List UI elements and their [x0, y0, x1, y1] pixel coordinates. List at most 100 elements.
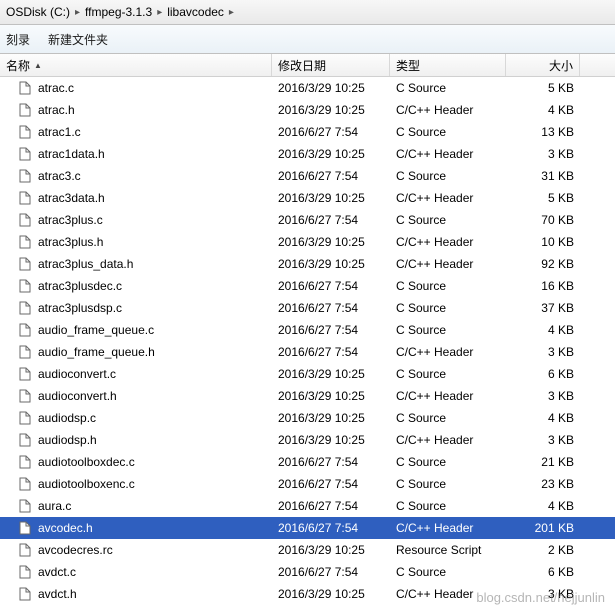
cell-type: C Source — [390, 363, 506, 385]
cell-date: 2016/3/29 10:25 — [272, 231, 390, 253]
table-row[interactable]: avdct.h2016/3/29 10:25C/C++ Header3 KB — [0, 583, 615, 605]
table-row[interactable]: audiodsp.c2016/3/29 10:25C Source4 KB — [0, 407, 615, 429]
file-list[interactable]: atrac.c2016/3/29 10:25C Source5 KB atrac… — [0, 77, 615, 611]
cell-name[interactable]: atrac3plusdec.c — [0, 275, 272, 297]
header-type-label: 类型 — [396, 57, 420, 74]
cell-name[interactable]: atrac.h — [0, 99, 272, 121]
file-name: audiotoolboxenc.c — [38, 477, 135, 491]
cell-date: 2016/6/27 7:54 — [272, 121, 390, 143]
cell-date: 2016/3/29 10:25 — [272, 99, 390, 121]
header-size-label: 大小 — [549, 57, 573, 74]
table-row[interactable]: atrac.h2016/3/29 10:25C/C++ Header4 KB — [0, 99, 615, 121]
cell-name[interactable]: audiodsp.h — [0, 429, 272, 451]
file-icon — [18, 389, 32, 403]
table-row[interactable]: atrac3.c2016/6/27 7:54C Source31 KB — [0, 165, 615, 187]
cell-size: 4 KB — [506, 495, 580, 517]
table-row[interactable]: audiotoolboxdec.c2016/6/27 7:54C Source2… — [0, 451, 615, 473]
table-row[interactable]: audio_frame_queue.h2016/6/27 7:54C/C++ H… — [0, 341, 615, 363]
header-date[interactable]: 修改日期 — [272, 54, 390, 76]
file-icon — [18, 191, 32, 205]
breadcrumb-part-0[interactable]: ffmpeg-3.1.3 — [83, 0, 154, 24]
cell-name[interactable]: avdct.h — [0, 583, 272, 605]
cell-date: 2016/6/27 7:54 — [272, 473, 390, 495]
file-name: audioconvert.h — [38, 389, 117, 403]
table-row[interactable]: atrac3plus_data.h2016/3/29 10:25C/C++ He… — [0, 253, 615, 275]
breadcrumb-part-1[interactable]: libavcodec — [165, 0, 226, 24]
cell-name[interactable]: audio_frame_queue.h — [0, 341, 272, 363]
cell-name[interactable]: atrac3data.h — [0, 187, 272, 209]
address-bar[interactable]: OSDisk (C:) ▸ ffmpeg-3.1.3 ▸ libavcodec … — [0, 0, 615, 25]
table-row[interactable]: avcodec.h2016/6/27 7:54C/C++ Header201 K… — [0, 517, 615, 539]
cell-name[interactable]: audioconvert.c — [0, 363, 272, 385]
cell-size: 6 KB — [506, 363, 580, 385]
file-name: audiodsp.h — [38, 433, 97, 447]
table-row[interactable]: atrac3plus.c2016/6/27 7:54C Source70 KB — [0, 209, 615, 231]
table-row[interactable]: atrac3plusdsp.c2016/6/27 7:54C Source37 … — [0, 297, 615, 319]
cell-name[interactable]: atrac3plus.h — [0, 231, 272, 253]
file-name: avcodecres.rc — [38, 543, 113, 557]
table-row[interactable]: audioconvert.c2016/3/29 10:25C Source6 K… — [0, 363, 615, 385]
new-folder-button[interactable]: 新建文件夹 — [48, 31, 108, 48]
cell-type: C/C++ Header — [390, 187, 506, 209]
table-row[interactable]: atrac3plus.h2016/3/29 10:25C/C++ Header1… — [0, 231, 615, 253]
cell-name[interactable]: audiotoolboxdec.c — [0, 451, 272, 473]
chevron-right-icon: ▸ — [229, 7, 234, 18]
file-name: audiotoolboxdec.c — [38, 455, 135, 469]
table-row[interactable]: audio_frame_queue.c2016/6/27 7:54C Sourc… — [0, 319, 615, 341]
cell-name[interactable]: atrac3plus.c — [0, 209, 272, 231]
header-type[interactable]: 类型 — [390, 54, 506, 76]
cell-name[interactable]: atrac3plusdsp.c — [0, 297, 272, 319]
cell-name[interactable]: atrac3plus_data.h — [0, 253, 272, 275]
table-row[interactable]: atrac3data.h2016/3/29 10:25C/C++ Header5… — [0, 187, 615, 209]
burn-button[interactable]: 刻录 — [6, 31, 30, 48]
cell-name[interactable]: audio_frame_queue.c — [0, 319, 272, 341]
cell-date: 2016/3/29 10:25 — [272, 429, 390, 451]
file-icon — [18, 125, 32, 139]
table-row[interactable]: atrac1.c2016/6/27 7:54C Source13 KB — [0, 121, 615, 143]
cell-date: 2016/6/27 7:54 — [272, 517, 390, 539]
file-icon — [18, 81, 32, 95]
table-row[interactable]: audioconvert.h2016/3/29 10:25C/C++ Heade… — [0, 385, 615, 407]
file-name: atrac1data.h — [38, 147, 105, 161]
cell-type: C Source — [390, 121, 506, 143]
cell-date: 2016/3/29 10:25 — [272, 407, 390, 429]
breadcrumb-root[interactable]: OSDisk (C:) — [4, 0, 72, 24]
cell-name[interactable]: audioconvert.h — [0, 385, 272, 407]
file-name: aura.c — [38, 499, 71, 513]
header-size[interactable]: 大小 — [506, 54, 580, 76]
cell-type: C/C++ Header — [390, 143, 506, 165]
cell-size: 3 KB — [506, 429, 580, 451]
table-row[interactable]: atrac1data.h2016/3/29 10:25C/C++ Header3… — [0, 143, 615, 165]
cell-name[interactable]: avcodecres.rc — [0, 539, 272, 561]
table-row[interactable]: atrac3plusdec.c2016/6/27 7:54C Source16 … — [0, 275, 615, 297]
cell-name[interactable]: atrac3.c — [0, 165, 272, 187]
cell-name[interactable]: atrac.c — [0, 77, 272, 99]
cell-name[interactable]: avdct.c — [0, 561, 272, 583]
file-name: atrac.c — [38, 81, 74, 95]
header-name[interactable]: 名称 ▲ — [0, 54, 272, 76]
cell-name[interactable]: avcodec.h — [0, 517, 272, 539]
file-name: atrac3data.h — [38, 191, 105, 205]
table-row[interactable]: audiotoolboxenc.c2016/6/27 7:54C Source2… — [0, 473, 615, 495]
table-row[interactable]: avdct.c2016/6/27 7:54C Source6 KB — [0, 561, 615, 583]
cell-name[interactable]: aura.c — [0, 495, 272, 517]
file-icon — [18, 103, 32, 117]
header-name-label: 名称 — [6, 57, 30, 74]
cell-date: 2016/3/29 10:25 — [272, 583, 390, 605]
cell-size: 92 KB — [506, 253, 580, 275]
cell-name[interactable]: atrac1.c — [0, 121, 272, 143]
file-name: atrac3plusdsp.c — [38, 301, 122, 315]
file-icon — [18, 433, 32, 447]
cell-name[interactable]: audiotoolboxenc.c — [0, 473, 272, 495]
file-name: audioconvert.c — [38, 367, 116, 381]
table-row[interactable]: audiodsp.h2016/3/29 10:25C/C++ Header3 K… — [0, 429, 615, 451]
file-icon — [18, 565, 32, 579]
cell-name[interactable]: atrac1data.h — [0, 143, 272, 165]
cell-size: 3 KB — [506, 583, 580, 605]
table-row[interactable]: atrac.c2016/3/29 10:25C Source5 KB — [0, 77, 615, 99]
table-row[interactable]: avcodecres.rc2016/3/29 10:25Resource Scr… — [0, 539, 615, 561]
table-row[interactable]: aura.c2016/6/27 7:54C Source4 KB — [0, 495, 615, 517]
cell-name[interactable]: audiodsp.c — [0, 407, 272, 429]
cell-type: C/C++ Header — [390, 99, 506, 121]
cell-size: 13 KB — [506, 121, 580, 143]
